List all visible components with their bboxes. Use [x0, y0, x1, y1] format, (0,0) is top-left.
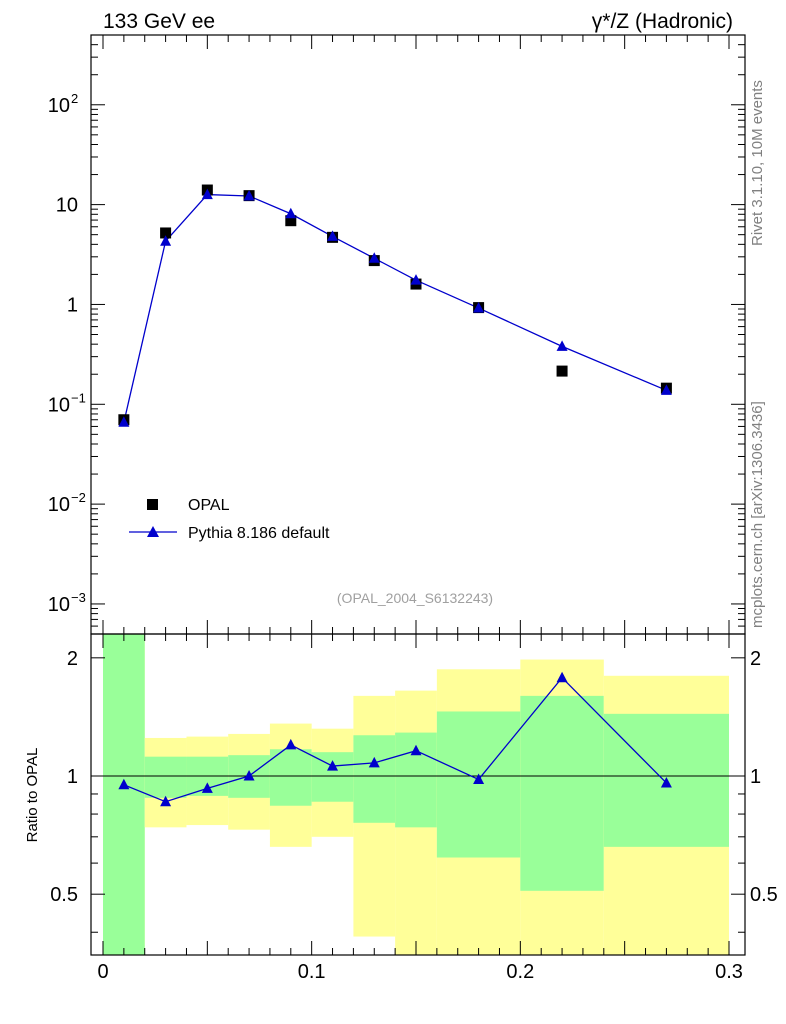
ratio-point — [118, 778, 130, 790]
pythia-point — [160, 235, 172, 246]
ratio-y-tick-label: 0.5 — [50, 884, 78, 906]
main-y-tick-label: 10 — [48, 95, 70, 117]
main-y-tick-exponent: 2 — [71, 91, 78, 106]
ratio-point — [410, 744, 422, 756]
ratio-point — [368, 756, 380, 768]
pythia-point — [410, 274, 422, 285]
opal-point — [285, 215, 297, 227]
x-tick-label: 0.2 — [506, 961, 534, 983]
analysis-label: (OPAL_2004_S6132243) — [337, 590, 493, 606]
ratio-panel-axes: 0.5 0.5 1 1 2 2 0 0.1 0.2 0.3 — [50, 633, 778, 983]
ratio-y-tick-label: 1 — [67, 766, 78, 788]
ratio-band-green-1 — [144, 756, 187, 798]
opal-point — [556, 365, 568, 377]
ratio-panel-series — [118, 671, 672, 807]
main-y-tick-exponent: −2 — [71, 490, 86, 505]
ratio-point — [660, 776, 672, 788]
pythia-point — [243, 189, 255, 201]
main-y-tick-label: 10 — [48, 394, 70, 416]
ratio-uncertainty-bands — [103, 634, 729, 955]
main-y-tick-label: 10 — [48, 594, 70, 616]
ratio-y-tick-label-right: 2 — [750, 648, 761, 670]
pythia-point — [473, 302, 485, 313]
ratio-point — [201, 782, 213, 793]
pythia-point — [660, 384, 672, 395]
legend-pythia-label: Pythia 8.186 default — [188, 525, 330, 542]
main-y-tick-exponent: −1 — [71, 390, 86, 405]
ratio-y-tick-label-right: 1 — [750, 766, 761, 788]
main-panel-series — [118, 184, 672, 427]
main-y-tick-exponent: −3 — [71, 590, 86, 605]
pythia-point — [201, 188, 213, 200]
ratio-point — [160, 795, 172, 807]
main-panel-frame — [90, 34, 746, 635]
ratio-ylabel: Ratio to OPAL — [24, 748, 41, 843]
ratio-point — [473, 773, 485, 784]
ratio-band-green-5 — [311, 752, 354, 802]
x-tick-label: 0 — [97, 961, 108, 983]
ratio-y-tick-label: 2 — [67, 648, 78, 670]
header-right-title: γ*/Z (Hadronic) — [592, 10, 733, 33]
ratio-band-green-6 — [353, 735, 396, 823]
pythia-line — [123, 193, 667, 423]
main-y-tick-label: 1 — [67, 294, 78, 316]
legend-opal-marker — [147, 499, 158, 510]
x-tick-label: 0.1 — [298, 961, 326, 983]
pythia-point — [285, 207, 297, 219]
rivet-label: Rivet 3.1.10, 10M events — [749, 80, 766, 246]
pythia-point — [118, 416, 130, 427]
ratio-y-tick-label-right: 0.5 — [750, 884, 778, 906]
ratio-panel-frame — [90, 633, 746, 956]
ratio-band-green-0 — [103, 634, 145, 955]
ratio-band-green-8 — [436, 711, 521, 858]
pythia-point — [327, 230, 339, 241]
pythia-point — [556, 340, 568, 351]
legend-pythia-marker — [147, 526, 159, 537]
ratio-point — [556, 671, 568, 683]
main-y-tick-label: 10 — [56, 195, 78, 217]
mcplots-label: mcplots.cern.ch [arXiv:1306.3436] — [749, 401, 766, 628]
header-left-title: 133 GeV ee — [103, 10, 215, 33]
ratio-band-green-9 — [520, 695, 604, 891]
main-y-tick-label: 10 — [48, 494, 70, 516]
x-tick-label: 0.3 — [715, 961, 743, 983]
ratio-point — [243, 770, 255, 781]
legend: OPAL Pythia 8.186 default — [129, 497, 330, 542]
opal-point — [160, 227, 172, 239]
legend-opal-label: OPAL — [188, 497, 230, 514]
pythia-point — [368, 252, 380, 263]
ratio-point — [285, 738, 297, 750]
ratio-band-green-4 — [269, 749, 312, 806]
ratio-point — [327, 760, 339, 771]
